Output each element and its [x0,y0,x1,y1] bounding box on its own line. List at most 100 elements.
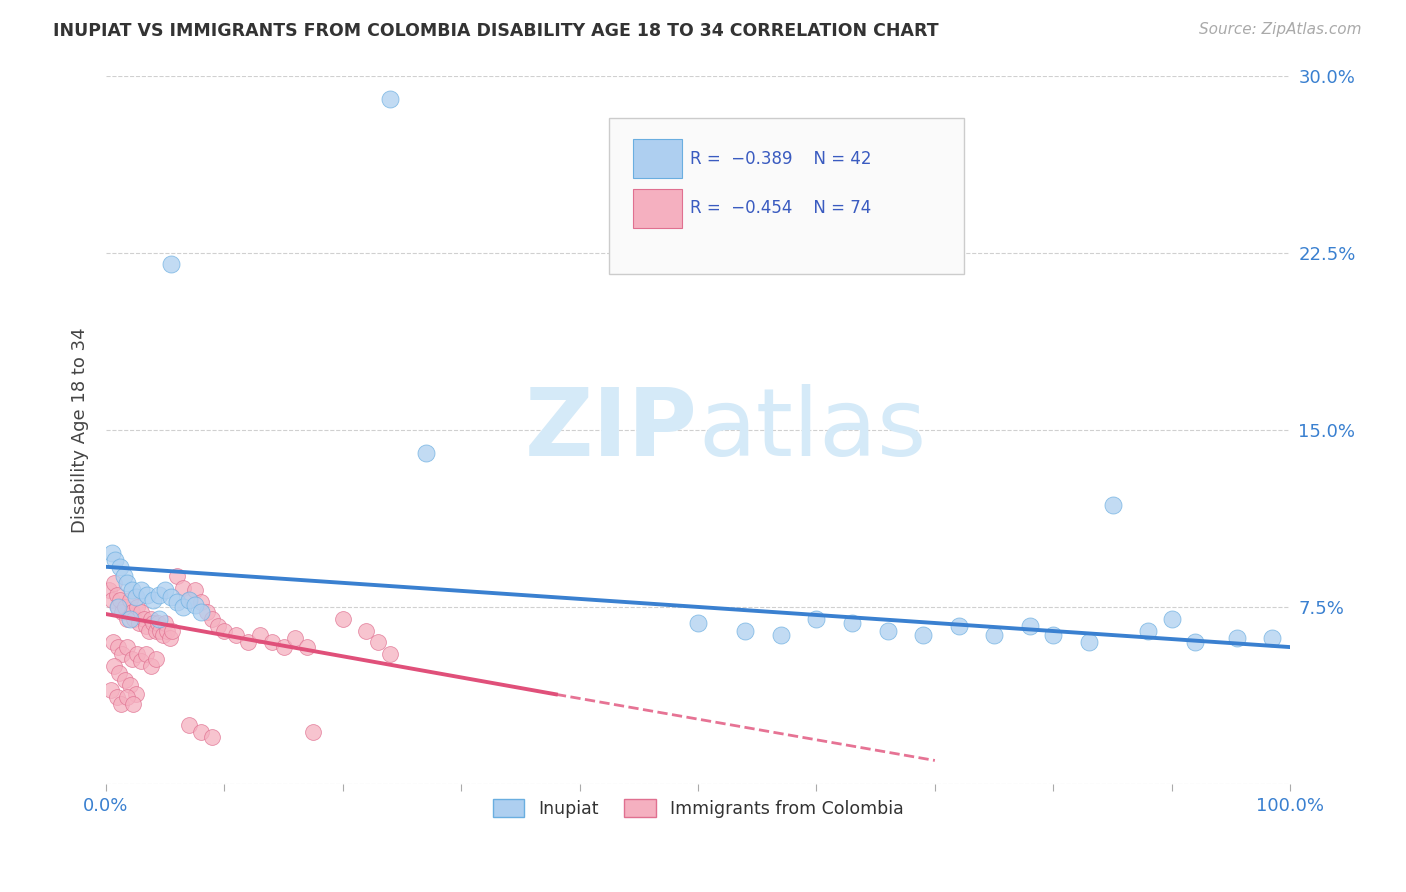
Point [378,92,401,106]
Point [367,635,389,649]
Point [166,569,188,583]
Point [769,628,792,642]
Point [135,647,157,661]
Point [118,592,141,607]
Point [332,612,354,626]
Point [297,640,319,654]
Point [107,640,129,654]
Legend: Inupiat, Immigrants from Colombia: Inupiat, Immigrants from Colombia [486,792,910,825]
Point [105,588,128,602]
Point [841,616,863,631]
Point [125,647,148,661]
Point [159,631,181,645]
Point [260,635,283,649]
Point [104,552,127,566]
Point [356,624,378,638]
Point [103,576,125,591]
Text: R =  −0.454    N = 74: R = −0.454 N = 74 [690,200,872,218]
Y-axis label: Disability Age 18 to 34: Disability Age 18 to 34 [72,327,89,533]
Point [138,624,160,638]
Point [145,624,167,638]
Point [124,687,146,701]
Point [131,583,153,598]
Point [177,592,200,607]
Point [1077,635,1099,649]
Point [160,591,183,605]
Point [806,612,828,626]
Point [1184,635,1206,649]
Point [153,583,176,598]
Point [112,569,135,583]
Point [135,619,157,633]
Point [131,654,153,668]
Point [149,624,172,638]
Point [1261,631,1284,645]
Point [142,592,165,607]
Point [145,652,167,666]
Point [142,616,165,631]
Point [110,697,132,711]
Point [177,592,200,607]
Point [172,581,194,595]
Point [190,725,212,739]
Point [415,446,437,460]
Text: ZIP: ZIP [526,384,697,475]
Point [105,690,128,704]
Point [108,666,131,681]
Point [146,616,169,631]
Point [118,612,141,626]
Point [225,628,247,642]
Text: atlas: atlas [697,384,927,475]
Point [284,631,307,645]
FancyBboxPatch shape [633,189,682,227]
Point [160,257,183,271]
Point [121,583,143,598]
Point [190,595,212,609]
Point [302,725,325,739]
Point [107,599,129,614]
Point [734,624,756,638]
Point [124,612,146,626]
Point [107,599,129,614]
Point [148,588,170,602]
Point [1226,631,1249,645]
Point [166,595,188,609]
Point [100,682,122,697]
Point [139,659,162,673]
Point [201,730,224,744]
Point [115,612,138,626]
Point [98,583,121,598]
Text: R =  −0.389    N = 42: R = −0.389 N = 42 [690,150,872,168]
FancyBboxPatch shape [633,139,682,178]
Point [190,605,212,619]
Point [115,576,138,591]
Point [101,546,124,560]
Point [136,588,159,602]
Point [214,624,236,638]
Point [1018,619,1040,633]
Point [108,559,131,574]
Point [111,647,134,661]
Text: INUPIAT VS IMMIGRANTS FROM COLOMBIA DISABILITY AGE 18 TO 34 CORRELATION CHART: INUPIAT VS IMMIGRANTS FROM COLOMBIA DISA… [53,22,939,40]
Point [101,592,124,607]
Point [114,599,136,614]
Point [686,616,709,631]
Point [249,628,271,642]
Point [115,690,138,704]
Point [177,718,200,732]
Point [118,678,141,692]
Point [156,624,179,638]
Point [1042,628,1064,642]
Point [121,605,143,619]
Point [876,624,898,638]
Point [172,599,194,614]
Point [207,619,229,633]
Point [948,619,970,633]
Point [121,652,143,666]
Point [115,640,138,654]
Point [983,628,1005,642]
Point [125,599,148,614]
Point [152,628,174,642]
Point [131,605,153,619]
Point [911,628,934,642]
